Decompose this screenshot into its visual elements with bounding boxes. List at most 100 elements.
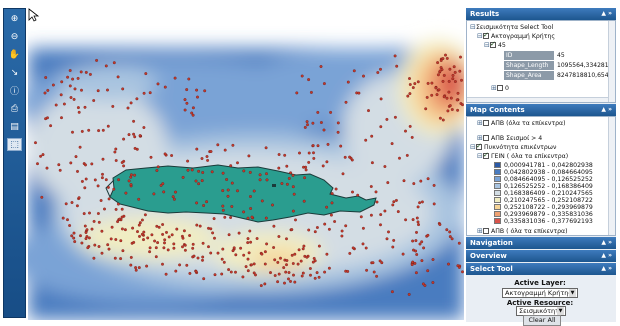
epicenter-point xyxy=(72,236,76,240)
epicenter-point xyxy=(329,213,333,217)
epicenter-point xyxy=(163,241,166,245)
epicenter-point xyxy=(317,275,321,279)
navigation-header[interactable]: Navigation ▲ » xyxy=(466,237,616,249)
epicenter-point xyxy=(376,71,380,74)
epicenter-point xyxy=(315,226,319,229)
epicenter-point xyxy=(97,129,101,133)
epicenter-point xyxy=(445,228,449,232)
epicenter-point xyxy=(415,216,419,220)
epicenter-point xyxy=(282,266,286,270)
epicenter-point xyxy=(166,248,170,252)
epicenter-point xyxy=(395,64,399,68)
epicenter-point xyxy=(195,88,199,92)
epicenter-point xyxy=(322,128,326,132)
epicenter-point xyxy=(79,234,82,238)
overview-header[interactable]: Overview ▲ » xyxy=(466,250,616,262)
epicenter-point xyxy=(181,236,185,240)
epicenter-point xyxy=(236,161,239,165)
select-tool-panel: Active Layer: Ακτογραμμή Κρήτης ▼ Active… xyxy=(466,275,616,322)
epicenter-point xyxy=(246,241,250,245)
layer-checkbox[interactable] xyxy=(483,151,489,160)
epicenter-point xyxy=(59,93,63,97)
layer-checkbox[interactable] xyxy=(483,31,489,40)
epicenter-point xyxy=(431,281,435,284)
epicenter-point xyxy=(188,271,192,275)
feature-checkbox[interactable] xyxy=(497,85,503,91)
epicenter-point xyxy=(327,266,331,270)
epicenter-point xyxy=(263,262,267,266)
toc-layer[interactable]: ⊞ ΑΠΒ Σεισμοί > 4 xyxy=(477,134,543,142)
map-view[interactable] xyxy=(28,8,464,320)
epicenter-point xyxy=(412,182,416,186)
results-feature[interactable]: ⊞ 0 xyxy=(491,84,509,92)
epicenter-point xyxy=(321,164,325,168)
group-checkbox[interactable] xyxy=(476,142,482,151)
zoom-in-button[interactable]: ⊕ xyxy=(7,12,22,25)
epicenter-point xyxy=(394,198,398,202)
results-horizontal-scrollbar[interactable] xyxy=(467,97,609,102)
epicenter-point xyxy=(379,125,383,129)
layers-button[interactable]: ▤ xyxy=(7,120,22,133)
results-vertical-scrollbar[interactable] xyxy=(608,21,615,102)
epicenter-point xyxy=(148,246,152,250)
epicenter-point xyxy=(379,67,382,71)
select-tool-header[interactable]: Select Tool ▲ » xyxy=(466,263,616,275)
epicenter-point xyxy=(101,172,104,176)
epicenter-point xyxy=(110,225,114,229)
epicenter-point xyxy=(191,242,195,246)
epicenter-point xyxy=(319,121,323,124)
epicenter-point xyxy=(152,192,156,196)
toc-layer[interactable]: ⊞ ΑΠΒ ( όλα τα επίκεντρα) xyxy=(477,227,568,235)
epicenter-point xyxy=(119,239,123,243)
epicenter-point xyxy=(260,199,264,203)
map-contents-vertical-scrollbar[interactable] xyxy=(608,117,615,235)
epicenter-point xyxy=(375,274,379,278)
toc-layer[interactable]: ⊞ ΑΠΒ (όλα τα επίκεντρα) xyxy=(477,119,566,127)
epicenter-point xyxy=(312,156,316,160)
epicenter-point xyxy=(62,102,66,106)
epicenter-point xyxy=(197,182,201,186)
identify-button[interactable]: ⓘ xyxy=(7,84,22,97)
epicenter-point xyxy=(289,171,293,175)
epicenter-point xyxy=(49,124,53,128)
map-contents-panel-controls[interactable]: ▲ » xyxy=(601,106,612,113)
toc-layer[interactable]: ⊟ΓΕΙΝ ( όλα τα επίκεντρα) xyxy=(477,151,568,161)
epicenter-point xyxy=(220,257,224,261)
epicenter-point xyxy=(104,64,108,68)
layer-checkbox[interactable] xyxy=(483,120,489,126)
epicenter-point xyxy=(316,110,320,114)
results-header[interactable]: Results ▲ » xyxy=(466,8,616,20)
select-tool-button[interactable]: ⬚ xyxy=(7,138,22,151)
epicenter-point xyxy=(206,158,210,162)
toc-group[interactable]: ⊟Πυκνότητα επικέντρων xyxy=(470,142,556,152)
epicenter-point xyxy=(293,280,297,284)
epicenter-point xyxy=(431,258,435,261)
map-contents-header[interactable]: Map Contents ▲ » xyxy=(466,104,616,116)
epicenter-point xyxy=(187,77,191,81)
print-button[interactable]: ⎙ xyxy=(7,102,22,115)
clear-all-button[interactable]: Clear All xyxy=(523,315,561,326)
active-layer-select[interactable]: Ακτογραμμή Κρήτης ▼ xyxy=(502,288,578,298)
results-tree-root[interactable]: ⊟Σεισμικότητα Select Tool xyxy=(470,23,554,31)
epicenter-point xyxy=(114,159,118,162)
select-tool-panel-controls[interactable]: ▲ » xyxy=(601,265,612,272)
attr-value: 1095564,3342818 xyxy=(557,62,609,69)
epicenter-point xyxy=(190,168,194,172)
results-layer[interactable]: ⊟Ακτογραμμή Κρήτης xyxy=(477,31,555,41)
layer-checkbox[interactable] xyxy=(483,228,489,234)
zoom-out-button[interactable]: ⊖ xyxy=(7,30,22,43)
results-panel-controls[interactable]: ▲ » xyxy=(601,10,612,17)
results-feature[interactable]: ⊟45 xyxy=(484,40,506,50)
epicenter-point xyxy=(83,224,87,228)
pan-button[interactable]: ✋ xyxy=(7,48,22,61)
epicenter-point xyxy=(435,93,439,97)
layer-checkbox[interactable] xyxy=(483,135,489,141)
feature-checkbox[interactable] xyxy=(490,40,496,49)
measure-button[interactable]: ↘ xyxy=(7,66,22,79)
epicenter-point xyxy=(107,247,111,251)
navigation-panel-controls[interactable]: ▲ » xyxy=(601,239,612,246)
epicenter-point xyxy=(453,80,457,83)
epicenter-point xyxy=(132,240,136,244)
overview-panel-controls[interactable]: ▲ » xyxy=(601,252,612,259)
epicenter-point xyxy=(200,157,204,160)
